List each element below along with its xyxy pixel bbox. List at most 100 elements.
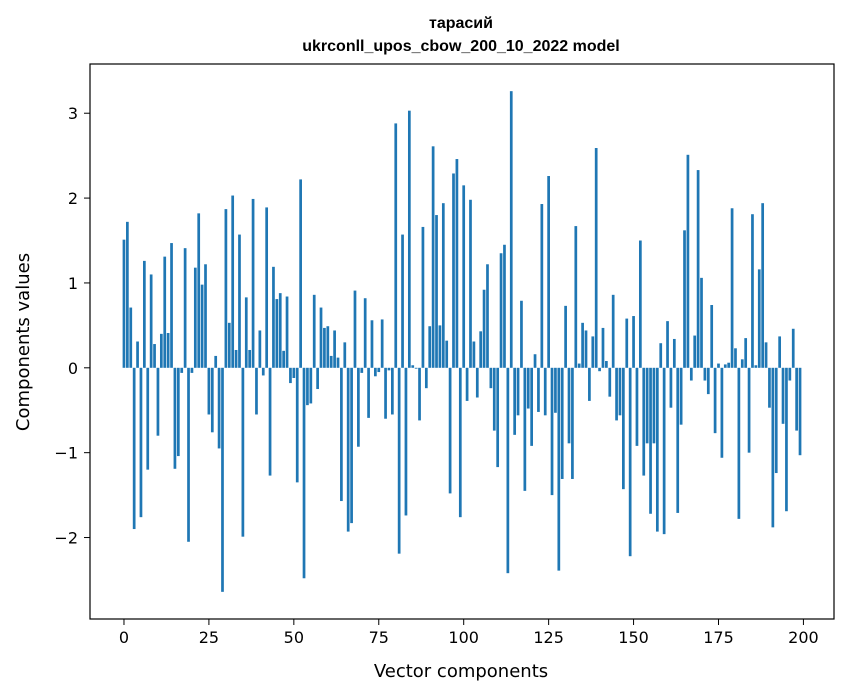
bar-124 xyxy=(543,367,547,416)
bar-175 xyxy=(717,363,720,368)
bar-152 xyxy=(638,240,642,368)
bar-88 xyxy=(421,226,425,368)
bar-117 xyxy=(520,300,523,368)
bar-146 xyxy=(618,367,622,416)
bar-104 xyxy=(475,367,479,398)
bar-169 xyxy=(696,170,700,368)
bar-98 xyxy=(455,159,459,368)
bar-121 xyxy=(533,354,537,368)
bar-93 xyxy=(438,325,442,368)
bars-group xyxy=(122,91,802,592)
x-tick-label: 0 xyxy=(119,628,129,647)
bar-76 xyxy=(380,319,384,368)
bar-37 xyxy=(248,349,252,368)
bar-191 xyxy=(771,367,775,528)
bar-182 xyxy=(740,359,744,368)
x-tick-label: 25 xyxy=(199,628,219,647)
bar-107 xyxy=(486,264,489,368)
bar-54 xyxy=(306,367,309,406)
bar-183 xyxy=(744,338,748,368)
bar-16 xyxy=(176,367,180,457)
bar-190 xyxy=(768,367,771,408)
bar-17 xyxy=(180,367,184,373)
bar-164 xyxy=(679,367,683,425)
bar-180 xyxy=(734,348,737,368)
bar-154 xyxy=(645,367,649,444)
x-tick-label: 125 xyxy=(533,628,564,647)
bar-141 xyxy=(601,327,605,368)
bar-94 xyxy=(441,203,445,368)
bar-56 xyxy=(312,294,316,368)
y-tick-label: −1 xyxy=(54,444,78,463)
bar-26 xyxy=(210,367,214,433)
bar-77 xyxy=(384,367,387,419)
bar-133 xyxy=(574,226,578,368)
bar-11 xyxy=(159,333,163,368)
bar-143 xyxy=(608,367,612,397)
bar-196 xyxy=(788,367,792,381)
bar-184 xyxy=(747,367,751,453)
bar-103 xyxy=(472,341,476,368)
bar-68 xyxy=(353,290,357,368)
bar-30 xyxy=(224,209,228,368)
bar-39 xyxy=(255,367,258,415)
bar-137 xyxy=(588,367,591,401)
x-tick-label: 175 xyxy=(703,628,734,647)
bar-186 xyxy=(754,365,758,368)
bar-29 xyxy=(221,367,224,592)
bar-100 xyxy=(462,185,466,368)
bar-34 xyxy=(238,234,241,368)
bar-115 xyxy=(513,367,517,435)
bar-179 xyxy=(730,208,734,368)
bar-15 xyxy=(173,367,177,469)
bar-18 xyxy=(183,248,187,368)
bar-55 xyxy=(309,367,313,404)
bar-106 xyxy=(482,289,486,368)
bar-166 xyxy=(686,154,690,368)
bar-170 xyxy=(700,277,703,368)
bar-40 xyxy=(258,330,262,368)
bar-199 xyxy=(798,367,802,456)
bar-134 xyxy=(577,363,581,368)
bar-58 xyxy=(319,307,323,368)
bar-66 xyxy=(346,367,350,532)
bar-132 xyxy=(571,367,574,479)
bar-86 xyxy=(414,367,418,369)
bar-162 xyxy=(672,338,676,368)
bar-130 xyxy=(564,305,567,368)
bar-31 xyxy=(227,322,231,368)
bar-129 xyxy=(560,367,564,479)
bar-123 xyxy=(540,204,544,368)
bar-172 xyxy=(706,367,710,395)
bar-145 xyxy=(615,367,618,421)
bar-78 xyxy=(387,367,391,371)
bar-80 xyxy=(394,123,398,368)
bar-102 xyxy=(469,199,472,368)
bar-159 xyxy=(662,367,666,535)
bar-136 xyxy=(584,330,588,368)
bar-128 xyxy=(557,367,561,571)
bar-105 xyxy=(479,331,483,368)
bar-187 xyxy=(757,269,761,368)
bar-176 xyxy=(720,367,724,458)
bar-109 xyxy=(492,367,496,431)
bar-33 xyxy=(234,349,238,368)
bar-89 xyxy=(424,367,428,389)
bar-112 xyxy=(503,244,506,368)
plot-frame xyxy=(89,63,835,620)
bar-150 xyxy=(632,316,635,368)
x-tick-label: 100 xyxy=(448,628,479,647)
bar-96 xyxy=(448,367,452,494)
bar-114 xyxy=(509,91,513,368)
bar-95 xyxy=(445,340,449,368)
bar-131 xyxy=(567,367,571,444)
bar-0 xyxy=(122,239,126,368)
bar-60 xyxy=(326,326,330,368)
bar-44 xyxy=(272,266,275,368)
bar-140 xyxy=(598,367,601,372)
bar-97 xyxy=(452,173,455,368)
bar-4 xyxy=(136,341,139,368)
bar-82 xyxy=(401,234,404,368)
bar-83 xyxy=(404,367,408,516)
y-axis-ticks: −2 −1 0 1 2 3 xyxy=(54,104,90,548)
